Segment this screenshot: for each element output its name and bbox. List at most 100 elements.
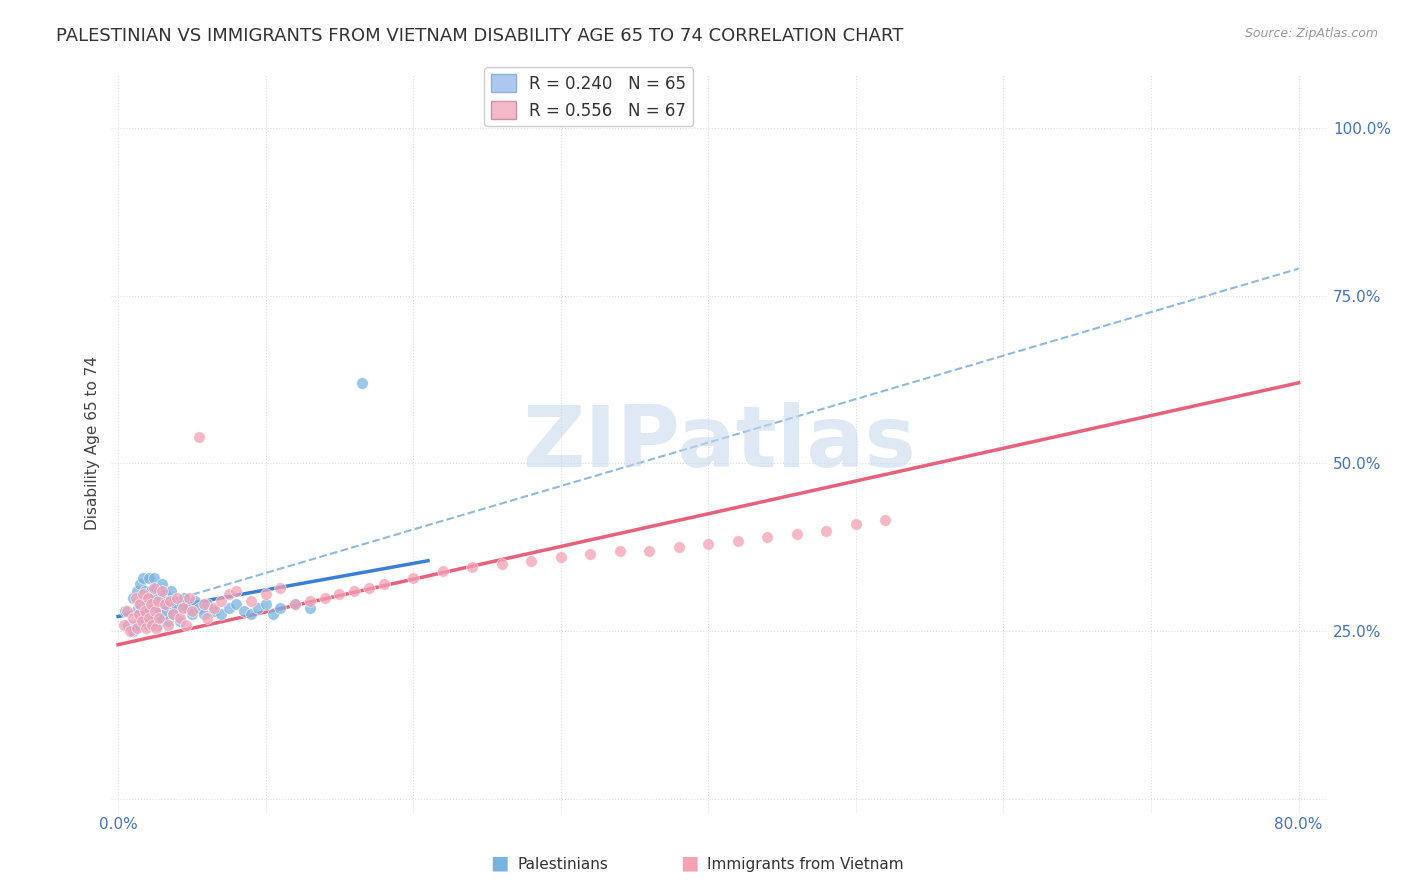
Point [155,598,177,612]
Point [239,594,262,608]
Point [125,591,148,605]
Point [174,617,197,632]
Y-axis label: Disability Age 65 to 74: Disability Age 65 to 74 [86,356,100,530]
Point [579,547,602,561]
Point [314,591,336,605]
Point [491,557,513,571]
Point [127,584,149,599]
Point [298,594,321,608]
Point [269,600,291,615]
Point [150,611,173,625]
Point [136,617,159,632]
Point [786,527,808,541]
Point [262,607,284,622]
Point [145,581,167,595]
Point [132,587,155,601]
Point [134,611,156,625]
Point [138,611,160,625]
Point [162,607,184,622]
Point [135,621,157,635]
Point [129,611,152,625]
Point [125,604,148,618]
Point [169,611,191,625]
Point [148,584,170,599]
Point [193,607,215,622]
Point [166,591,188,605]
Point [155,587,177,601]
Point [188,600,211,615]
Point [160,584,183,599]
Point [134,604,156,618]
Point [184,594,207,608]
Point [150,577,173,591]
Point [461,560,484,574]
Point [129,598,152,612]
Point [143,587,166,601]
Text: PALESTINIAN VS IMMIGRANTS FROM VIETNAM DISABILITY AGE 65 TO 74 CORRELATION CHART: PALESTINIAN VS IMMIGRANTS FROM VIETNAM D… [56,27,904,45]
Point [180,604,202,618]
Point [150,584,173,599]
Point [173,591,195,605]
Point [117,617,139,632]
Point [145,621,167,635]
Point [202,600,225,615]
Point [357,581,380,595]
Point [875,513,897,527]
Point [166,600,188,615]
Point [373,577,395,591]
Text: Source: ZipAtlas.com: Source: ZipAtlas.com [1244,27,1378,40]
Point [209,594,232,608]
Point [138,570,160,584]
Point [815,524,838,538]
Point [225,584,247,599]
Point [170,598,193,612]
Point [163,594,186,608]
Point [141,591,163,605]
Point [845,516,868,531]
Point [225,598,247,612]
Point [1391,114,1406,128]
Text: ■: ■ [489,854,509,872]
Point [157,617,180,632]
Point [239,607,262,622]
Point [146,594,169,608]
Point [131,614,153,628]
Text: Immigrants from Vietnam: Immigrants from Vietnam [707,857,904,872]
Point [131,591,153,605]
Point [156,604,179,618]
Point [172,600,194,615]
Point [668,541,690,555]
Point [139,611,162,625]
Point [180,607,202,622]
Text: Palestinians: Palestinians [517,857,609,872]
Point [134,584,156,599]
Point [112,617,135,632]
Point [143,611,166,625]
Point [129,577,152,591]
Point [159,594,181,608]
Point [402,570,425,584]
Point [193,598,215,612]
Point [232,604,254,618]
Point [121,591,143,605]
Point [432,564,454,578]
Point [142,581,165,595]
Point [127,617,149,632]
Point [727,533,749,548]
Point [638,543,661,558]
Point [128,607,150,622]
Point [195,598,218,612]
Legend: R = 0.240   N = 65, R = 0.556   N = 67: R = 0.240 N = 65, R = 0.556 N = 67 [484,68,693,127]
Point [269,581,291,595]
Point [139,584,162,599]
Point [328,587,350,601]
Point [141,617,163,632]
Point [218,600,240,615]
Point [143,604,166,618]
Point [162,607,184,622]
Point [520,554,543,568]
Point [146,617,169,632]
Point [247,600,270,615]
Text: ZIPatlas: ZIPatlas [523,401,917,484]
Point [195,611,218,625]
